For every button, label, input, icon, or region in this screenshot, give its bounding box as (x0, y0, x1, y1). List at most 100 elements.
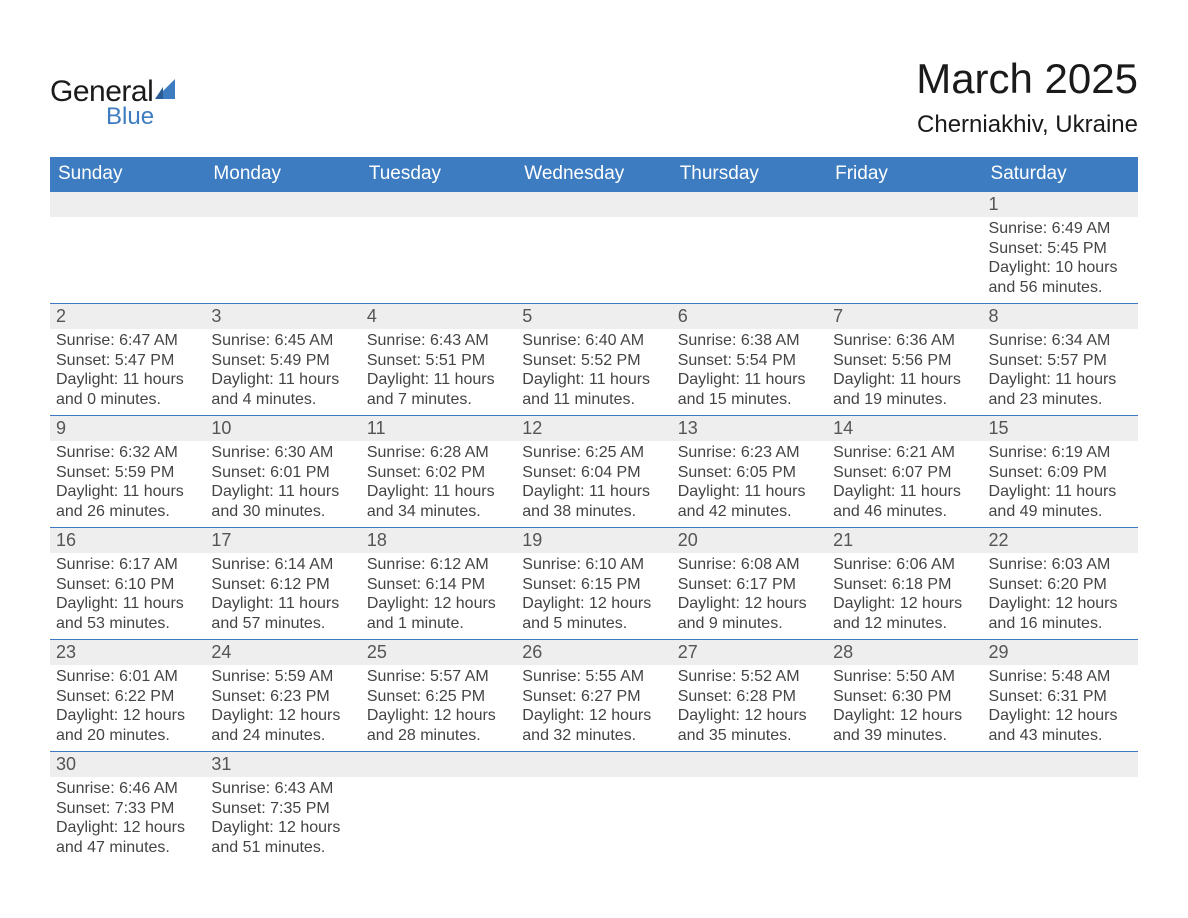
sunset-text: Sunset: 5:54 PM (678, 351, 821, 371)
daylight-text: Daylight: 11 hours and 15 minutes. (678, 370, 821, 409)
sunset-text: Sunset: 6:18 PM (833, 575, 976, 595)
logo: General Blue (50, 55, 185, 131)
sunrise-text: Sunrise: 5:48 AM (989, 667, 1132, 687)
col-monday: Monday (205, 157, 360, 192)
day-number-cell: 31 (205, 752, 360, 778)
day-data-cell: Sunrise: 5:57 AMSunset: 6:25 PMDaylight:… (361, 665, 516, 752)
day-number-cell: 21 (827, 528, 982, 554)
day-number-cell: 12 (516, 416, 671, 442)
week-daynum-row: 3031 (50, 752, 1138, 778)
day-data-cell: Sunrise: 6:23 AMSunset: 6:05 PMDaylight:… (672, 441, 827, 528)
sunset-text: Sunset: 6:10 PM (56, 575, 199, 595)
sunrise-text: Sunrise: 6:28 AM (367, 443, 510, 463)
sunset-text: Sunset: 5:49 PM (211, 351, 354, 371)
sunrise-text: Sunrise: 6:08 AM (678, 555, 821, 575)
month-title: March 2025 (916, 55, 1138, 103)
week-data-row: Sunrise: 6:32 AMSunset: 5:59 PM Daylight:… (50, 441, 1138, 528)
day-data-cell: Sunrise: 6:45 AMSunset: 5:49 PMDaylight:… (205, 329, 360, 416)
col-thursday: Thursday (672, 157, 827, 192)
page-header: General Blue March 2025 Cherniakhiv, Ukr… (50, 55, 1138, 139)
day-number-cell: 2 (50, 304, 205, 330)
day-data-cell: Sunrise: 5:59 AMSunset: 6:23 PMDaylight:… (205, 665, 360, 752)
sunrise-text: Sunrise: 5:59 AM (211, 667, 354, 687)
sunrise-text: Sunrise: 6:19 AM (989, 443, 1132, 463)
daylight-text: Daylight: 12 hours and 16 minutes. (989, 594, 1132, 633)
sunset-text: Sunset: 5:56 PM (833, 351, 976, 371)
day-number-cell: 25 (361, 640, 516, 666)
daylight-text: Daylight: 11 hours and 49 minutes. (989, 482, 1132, 521)
sunrise-text: Sunrise: 5:52 AM (678, 667, 821, 687)
daylight-text: Daylight: 12 hours and 35 minutes. (678, 706, 821, 745)
sunset-text: Sunset: 6:07 PM (833, 463, 976, 483)
day-number-cell: 18 (361, 528, 516, 554)
day-data-cell (361, 217, 516, 304)
sunrise-text: Sunrise: 6:32 AM (56, 443, 199, 463)
day-number-cell: 30 (50, 752, 205, 778)
sunset-text: Sunset: 6:05 PM (678, 463, 821, 483)
week-daynum-row: 1 (50, 192, 1138, 218)
sunrise-text: Sunrise: 5:57 AM (367, 667, 510, 687)
day-number-cell: 5 (516, 304, 671, 330)
daylight-text: Daylight: 11 hours and 7 minutes. (367, 370, 510, 409)
day-number-cell (361, 192, 516, 218)
day-number-cell (827, 752, 982, 778)
sunrise-text: Sunrise: 6:14 AM (211, 555, 354, 575)
day-number-cell: 4 (361, 304, 516, 330)
daylight-text: Daylight: 11 hours and 38 minutes. (522, 482, 665, 521)
daylight-text: Daylight: 12 hours and 24 minutes. (211, 706, 354, 745)
day-data-cell: Sunrise: 6:14 AMSunset: 6:12 PMDaylight:… (205, 553, 360, 640)
week-daynum-row: 2345678 (50, 304, 1138, 330)
sunset-text: Sunset: 6:02 PM (367, 463, 510, 483)
day-data-cell (672, 217, 827, 304)
day-number-cell: 9 (50, 416, 205, 442)
day-data-cell: Sunrise: 6:30 AMSunset: 6:01 PMDaylight:… (205, 441, 360, 528)
day-number-cell (516, 752, 671, 778)
week-daynum-row: 9101112131415 (50, 416, 1138, 442)
daylight-text: Daylight: 12 hours and 47 minutes. (56, 818, 199, 857)
day-data-cell: Sunrise: 6:36 AMSunset: 5:56 PMDaylight:… (827, 329, 982, 416)
day-number-cell (361, 752, 516, 778)
day-number-cell (516, 192, 671, 218)
sunset-text: Sunset: 6:30 PM (833, 687, 976, 707)
daylight-text: Daylight: 12 hours and 20 minutes. (56, 706, 199, 745)
sunset-text: Sunset: 6:20 PM (989, 575, 1132, 595)
logo-text-blue: Blue (106, 103, 185, 131)
day-data-cell (205, 217, 360, 304)
day-data-cell: Sunrise: 6:32 AMSunset: 5:59 PMDaylight:… (50, 441, 205, 528)
calendar-table: Sunday Monday Tuesday Wednesday Thursday… (50, 157, 1138, 863)
day-header-row: Sunday Monday Tuesday Wednesday Thursday… (50, 157, 1138, 192)
day-data-cell: Sunrise: 6:47 AMSunset: 5:47 PMDaylight:… (50, 329, 205, 416)
sunrise-text: Sunrise: 5:50 AM (833, 667, 976, 687)
sunset-text: Sunset: 6:25 PM (367, 687, 510, 707)
sunrise-text: Sunrise: 6:17 AM (56, 555, 199, 575)
week-data-row: Sunrise: 6:47 AMSunset: 5:47 PMDaylight:… (50, 329, 1138, 416)
day-number-cell (983, 752, 1138, 778)
daylight-text: Daylight: 11 hours and 46 minutes. (833, 482, 976, 521)
day-data-cell (361, 777, 516, 863)
daylight-text: Daylight: 11 hours and 34 minutes. (367, 482, 510, 521)
day-number-cell: 1 (983, 192, 1138, 218)
sunset-text: Sunset: 6:15 PM (522, 575, 665, 595)
day-data-cell: Sunrise: 5:52 AMSunset: 6:28 PMDaylight:… (672, 665, 827, 752)
sunrise-text: Sunrise: 6:45 AM (211, 331, 354, 351)
day-data-cell: Sunrise: 6:46 AMSunset: 7:33 PMDaylight:… (50, 777, 205, 863)
day-number-cell: 14 (827, 416, 982, 442)
daylight-text: Daylight: 10 hours and 56 minutes. (989, 258, 1132, 297)
sunrise-text: Sunrise: 5:55 AM (522, 667, 665, 687)
sunrise-text: Sunrise: 6:46 AM (56, 779, 199, 799)
day-number-cell: 3 (205, 304, 360, 330)
sunrise-text: Sunrise: 6:21 AM (833, 443, 976, 463)
day-number-cell: 27 (672, 640, 827, 666)
sunset-text: Sunset: 5:59 PM (56, 463, 199, 483)
day-data-cell (827, 217, 982, 304)
day-number-cell: 23 (50, 640, 205, 666)
daylight-text: Daylight: 12 hours and 28 minutes. (367, 706, 510, 745)
day-number-cell: 24 (205, 640, 360, 666)
day-number-cell: 17 (205, 528, 360, 554)
sunset-text: Sunset: 6:17 PM (678, 575, 821, 595)
day-data-cell: Sunrise: 5:48 AMSunset: 6:31 PMDaylight:… (983, 665, 1138, 752)
sunset-text: Sunset: 6:22 PM (56, 687, 199, 707)
day-data-cell (516, 777, 671, 863)
daylight-text: Daylight: 11 hours and 11 minutes. (522, 370, 665, 409)
day-data-cell: Sunrise: 6:43 AMSunset: 7:35 PMDaylight:… (205, 777, 360, 863)
